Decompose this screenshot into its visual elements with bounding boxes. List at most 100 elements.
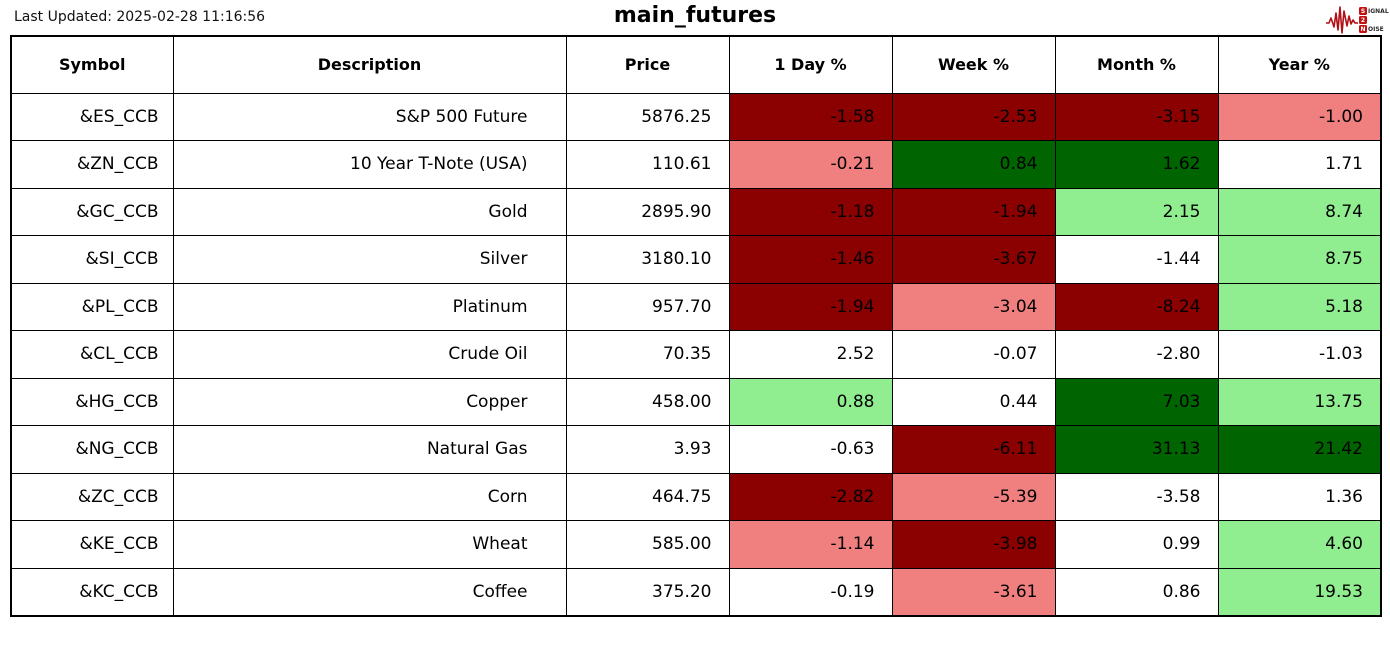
description-cell: Silver — [172, 235, 567, 284]
day-change-cell: -1.94 — [728, 282, 893, 331]
logo-text-oise: OISE — [1368, 25, 1384, 33]
year-change-cell: -1.03 — [1217, 330, 1382, 379]
month-change-cell: -2.80 — [1054, 330, 1219, 379]
year-change-cell: 5.18 — [1217, 282, 1382, 331]
table-row: &HG_CCB Copper 458.00 0.88 0.44 7.03 13.75 — [10, 377, 1382, 426]
symbol-cell: &ES_CCB — [10, 92, 174, 141]
price-cell: 585.00 — [565, 520, 730, 569]
year-change-cell: -1.00 — [1217, 92, 1382, 141]
table-row: &NG_CCB Natural Gas 3.93 -0.63 -6.11 31.13 21.… — [10, 425, 1382, 474]
signal-2-noise-logo: S IGNAL 2 N OISE — [1325, 1, 1389, 39]
week-change-cell: -3.61 — [891, 567, 1056, 616]
price-cell: 957.70 — [565, 282, 730, 331]
table-row: &ZN_CCB 10 Year T-Note (USA) 110.61 -0.21 0.… — [10, 140, 1382, 189]
symbol-cell: &PL_CCB — [10, 282, 174, 331]
month-change-cell: 31.13 — [1054, 425, 1219, 474]
logo-number-2: 2 — [1359, 16, 1367, 24]
year-change-cell: 8.74 — [1217, 187, 1382, 236]
logo-wordmark: S IGNAL 2 N OISE — [1359, 7, 1389, 33]
symbol-cell: &CL_CCB — [10, 330, 174, 379]
day-change-cell: -0.21 — [728, 140, 893, 189]
month-change-cell: -1.44 — [1054, 235, 1219, 284]
month-change-cell: 2.15 — [1054, 187, 1219, 236]
year-change-cell: 8.75 — [1217, 235, 1382, 284]
table-header-row: Symbol Description Price 1 Day % Week % Month… — [10, 35, 1382, 94]
symbol-cell: &KC_CCB — [10, 567, 174, 616]
month-change-cell: 1.62 — [1054, 140, 1219, 189]
week-change-cell: -2.53 — [891, 92, 1056, 141]
price-cell: 464.75 — [565, 472, 730, 521]
description-cell: 10 Year T-Note (USA) — [172, 140, 567, 189]
day-change-cell: -2.82 — [728, 472, 893, 521]
table-row: &CL_CCB Crude Oil 70.35 2.52 -0.07 -2.80 -1.03 — [10, 330, 1382, 379]
logo-line-noise: N OISE — [1359, 25, 1389, 33]
month-change-cell: 0.99 — [1054, 520, 1219, 569]
symbol-cell: &NG_CCB — [10, 425, 174, 474]
column-header-year: Year % — [1217, 35, 1382, 94]
page-title: main_futures — [613, 3, 777, 28]
column-header-symbol: Symbol — [10, 35, 174, 94]
symbol-cell: &SI_CCB — [10, 235, 174, 284]
description-cell: Copper — [172, 377, 567, 426]
week-change-cell: -1.94 — [891, 187, 1056, 236]
table-row: &ZC_CCB Corn 464.75 -2.82 -5.39 -3.58 1.36 — [10, 472, 1382, 521]
column-header-month: Month % — [1054, 35, 1219, 94]
description-cell: Wheat — [172, 520, 567, 569]
symbol-cell: &GC_CCB — [10, 187, 174, 236]
week-change-cell: 0.44 — [891, 377, 1056, 426]
description-cell: Natural Gas — [172, 425, 567, 474]
logo-letter-n: N — [1359, 25, 1367, 33]
description-cell: S&P 500 Future — [172, 92, 567, 141]
month-change-cell: 7.03 — [1054, 377, 1219, 426]
table-row: &SI_CCB Silver 3180.10 -1.46 -3.67 -1.44 8.75 — [10, 235, 1382, 284]
table-row: &PL_CCB Platinum 957.70 -1.94 -3.04 -8.24 5.18 — [10, 282, 1382, 331]
table-row: &KE_CCB Wheat 585.00 -1.14 -3.98 0.99 4.60 — [10, 520, 1382, 569]
month-change-cell: -3.58 — [1054, 472, 1219, 521]
price-cell: 70.35 — [565, 330, 730, 379]
table-row: &KC_CCB Coffee 375.20 -0.19 -3.61 0.86 19.53 — [10, 567, 1382, 616]
table-row: &ES_CCB S&P 500 Future 5876.25 -1.58 -2.53 -3… — [10, 92, 1382, 141]
waveform-icon — [1325, 1, 1359, 39]
column-header-1-day: 1 Day % — [728, 35, 893, 94]
year-change-cell: 21.42 — [1217, 425, 1382, 474]
month-change-cell: -8.24 — [1054, 282, 1219, 331]
week-change-cell: 0.84 — [891, 140, 1056, 189]
year-change-cell: 19.53 — [1217, 567, 1382, 616]
week-change-cell: -5.39 — [891, 472, 1056, 521]
description-cell: Gold — [172, 187, 567, 236]
column-header-price: Price — [565, 35, 730, 94]
year-change-cell: 1.36 — [1217, 472, 1382, 521]
week-change-cell: -6.11 — [891, 425, 1056, 474]
last-updated-timestamp: Last Updated: 2025-02-28 11:16:56 — [14, 9, 266, 25]
description-cell: Platinum — [172, 282, 567, 331]
day-change-cell: -1.46 — [728, 235, 893, 284]
year-change-cell: 1.71 — [1217, 140, 1382, 189]
price-cell: 2895.90 — [565, 187, 730, 236]
day-change-cell: 0.88 — [728, 377, 893, 426]
price-cell: 375.20 — [565, 567, 730, 616]
day-change-cell: -0.19 — [728, 567, 893, 616]
column-header-description: Description — [172, 35, 567, 94]
price-cell: 110.61 — [565, 140, 730, 189]
year-change-cell: 4.60 — [1217, 520, 1382, 569]
price-cell: 458.00 — [565, 377, 730, 426]
day-change-cell: -0.63 — [728, 425, 893, 474]
futures-table: Symbol Description Price 1 Day % Week % Month… — [10, 35, 1382, 617]
table-row: &GC_CCB Gold 2895.90 -1.18 -1.94 2.15 8.74 — [10, 187, 1382, 236]
description-cell: Crude Oil — [172, 330, 567, 379]
symbol-cell: &KE_CCB — [10, 520, 174, 569]
day-change-cell: 2.52 — [728, 330, 893, 379]
price-cell: 5876.25 — [565, 92, 730, 141]
week-change-cell: -3.98 — [891, 520, 1056, 569]
description-cell: Coffee — [172, 567, 567, 616]
month-change-cell: 0.86 — [1054, 567, 1219, 616]
year-change-cell: 13.75 — [1217, 377, 1382, 426]
day-change-cell: -1.58 — [728, 92, 893, 141]
week-change-cell: -3.04 — [891, 282, 1056, 331]
logo-text-ignal: IGNAL — [1368, 7, 1389, 15]
day-change-cell: -1.14 — [728, 520, 893, 569]
column-header-week: Week % — [891, 35, 1056, 94]
description-cell: Corn — [172, 472, 567, 521]
month-change-cell: -3.15 — [1054, 92, 1219, 141]
price-cell: 3180.10 — [565, 235, 730, 284]
